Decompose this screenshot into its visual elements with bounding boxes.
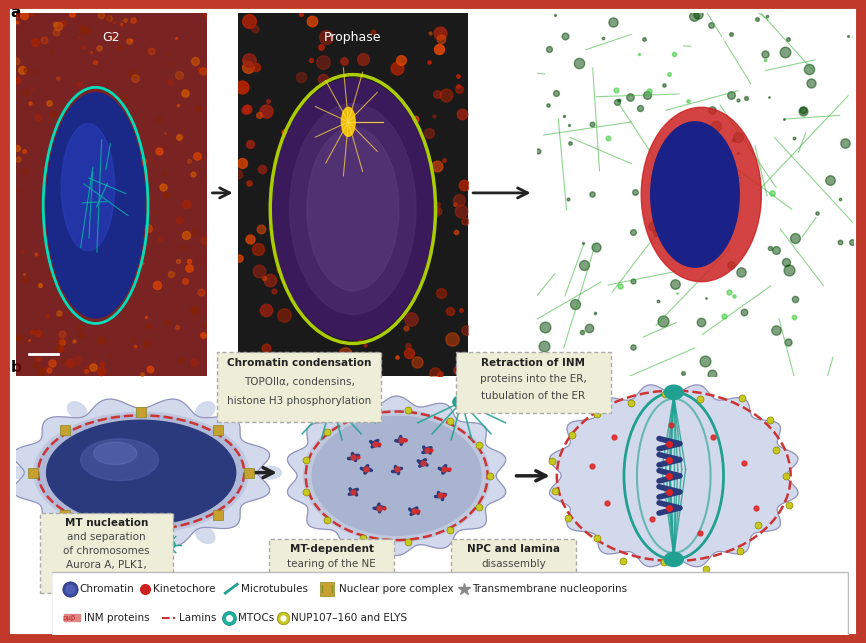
Ellipse shape <box>196 527 215 543</box>
Ellipse shape <box>94 442 137 464</box>
Ellipse shape <box>341 107 355 136</box>
Ellipse shape <box>68 402 87 419</box>
FancyBboxPatch shape <box>269 539 394 593</box>
Text: Kinetochore: Kinetochore <box>153 584 216 593</box>
Circle shape <box>323 395 340 408</box>
Circle shape <box>453 395 470 408</box>
Text: MTOCs: MTOCs <box>238 613 275 622</box>
Text: b: b <box>10 360 22 375</box>
FancyBboxPatch shape <box>451 539 576 593</box>
Circle shape <box>159 539 175 550</box>
Text: Molecular Cell Biology: Molecular Cell Biology <box>691 620 814 630</box>
Text: Nature Reviews |: Nature Reviews | <box>602 620 704 630</box>
Ellipse shape <box>313 417 481 535</box>
Text: Aurora A, PLK1,: Aurora A, PLK1, <box>66 560 147 570</box>
Ellipse shape <box>307 127 399 291</box>
Text: INM proteins: INM proteins <box>84 613 150 622</box>
Ellipse shape <box>81 439 158 481</box>
Ellipse shape <box>46 420 236 526</box>
Ellipse shape <box>257 466 281 479</box>
FancyBboxPatch shape <box>51 572 848 637</box>
Text: Microtubules: Microtubules <box>241 584 308 593</box>
Ellipse shape <box>46 93 145 318</box>
Text: a: a <box>10 5 21 19</box>
Ellipse shape <box>196 402 215 419</box>
Ellipse shape <box>61 123 114 251</box>
Text: Retraction of INM: Retraction of INM <box>481 358 585 368</box>
Ellipse shape <box>273 78 433 340</box>
Text: of chromosomes: of chromosomes <box>63 547 150 556</box>
Circle shape <box>664 385 683 399</box>
Polygon shape <box>550 385 798 566</box>
FancyBboxPatch shape <box>40 513 173 593</box>
Text: NUP107–160 and ELYS: NUP107–160 and ELYS <box>292 613 408 622</box>
Text: histone H3 phosphorylation: histone H3 phosphorylation <box>227 396 372 406</box>
FancyBboxPatch shape <box>217 352 381 422</box>
Polygon shape <box>13 399 269 546</box>
Ellipse shape <box>68 527 87 543</box>
Text: Dynein: Dynein <box>313 574 350 583</box>
Text: CDK1, NEK2: CDK1, NEK2 <box>75 574 138 584</box>
Ellipse shape <box>650 122 740 267</box>
Circle shape <box>138 541 153 552</box>
Ellipse shape <box>641 107 761 282</box>
Text: proteins into the ER,: proteins into the ER, <box>480 374 586 384</box>
Ellipse shape <box>290 104 416 314</box>
Ellipse shape <box>37 415 245 530</box>
Text: tubulation of the ER: tubulation of the ER <box>481 390 585 401</box>
Text: Nuclear pore complex: Nuclear pore complex <box>339 584 453 593</box>
Ellipse shape <box>1 466 25 479</box>
Text: disassembly: disassembly <box>481 559 546 568</box>
Text: and separation: and separation <box>68 532 145 542</box>
Text: Lamins: Lamins <box>179 613 216 622</box>
Text: CDK1, PKC: CDK1, PKC <box>486 574 541 583</box>
Text: MT nucleation: MT nucleation <box>65 518 148 529</box>
Text: TOPOIIα, condensins,: TOPOIIα, condensins, <box>243 377 355 387</box>
Text: Chromatin: Chromatin <box>80 584 134 593</box>
Circle shape <box>664 552 683 566</box>
Polygon shape <box>288 396 506 556</box>
Ellipse shape <box>34 412 249 533</box>
Text: Metaphase: Metaphase <box>661 31 729 44</box>
Text: G2: G2 <box>102 31 120 44</box>
Text: Transmembrane nucleoporins: Transmembrane nucleoporins <box>472 584 627 593</box>
Ellipse shape <box>304 410 490 541</box>
Text: Chromatin condensation: Chromatin condensation <box>227 358 372 368</box>
Text: MT-dependent: MT-dependent <box>290 544 373 554</box>
FancyBboxPatch shape <box>456 352 611 413</box>
Text: tearing of the NE: tearing of the NE <box>288 559 376 568</box>
Text: Prophase: Prophase <box>324 31 382 44</box>
Text: pμβ: pμβ <box>62 615 75 620</box>
Text: NPC and lamina: NPC and lamina <box>467 544 560 554</box>
